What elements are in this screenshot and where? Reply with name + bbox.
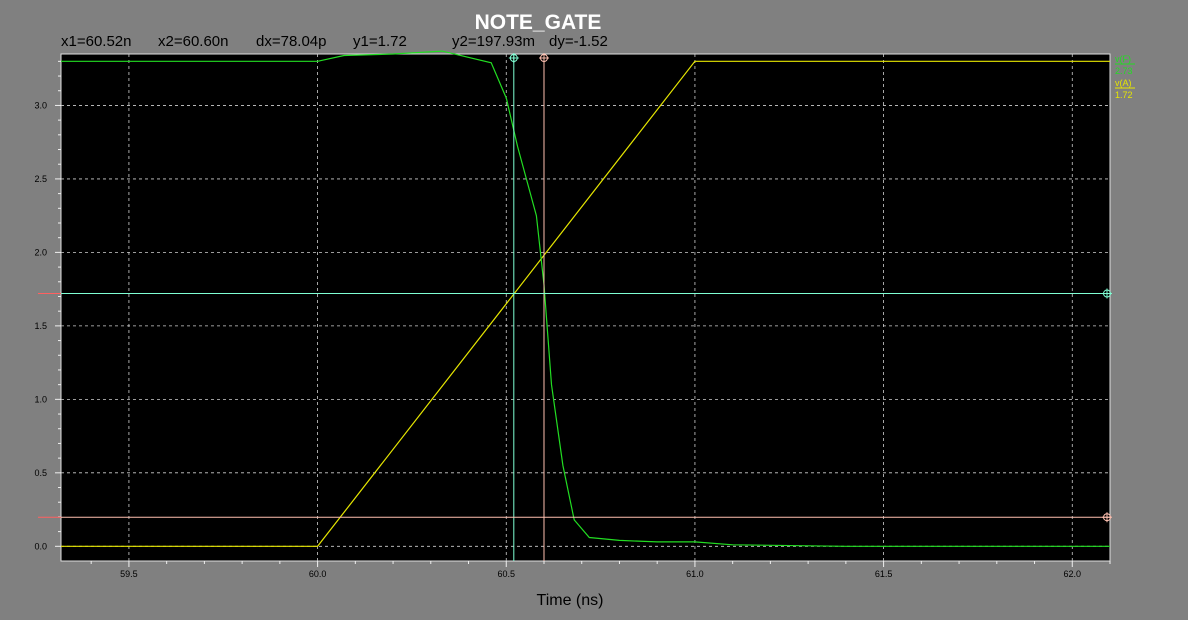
legend-name: v(A): [1115, 78, 1132, 88]
plot-area[interactable]: [60, 53, 1111, 562]
y-tick-label: 0.5: [34, 468, 47, 478]
x-axis-label: Time (ns): [536, 592, 604, 609]
cursor-dy-readout: dy=-1.52: [549, 33, 608, 50]
y-tick-label: 0.0: [34, 541, 47, 551]
cursor-y1-handle: [1102, 288, 1112, 299]
y-tick-label: 1.5: [34, 321, 47, 331]
cursor-dx-readout: dx=78.04p: [256, 33, 327, 50]
cursor-x2-readout: x2=60.60n: [158, 33, 229, 50]
x-tick-label: 61.5: [875, 569, 893, 579]
x-tick-label: 59.5: [120, 569, 138, 579]
series-line-va: [61, 60, 1110, 547]
x-tick-label: 61.0: [686, 569, 704, 579]
x-tick-label: 60.0: [309, 569, 327, 579]
legend-value: 1.72: [1115, 90, 1133, 100]
chart-title: NOTE_GATE: [474, 11, 602, 34]
legend: v(F) 2.73 v(A) 1.72: [1115, 54, 1135, 100]
series-line-vf: [61, 50, 1110, 547]
y-tick-label: 2.5: [34, 174, 47, 184]
x-tick-label: 60.5: [497, 569, 515, 579]
legend-value: 2.73: [1115, 66, 1133, 76]
series-layer: [61, 50, 1110, 547]
legend-name: v(F): [1115, 54, 1131, 64]
cursor-x1-handle: [508, 53, 519, 63]
y-tick-label: 3.0: [34, 100, 47, 110]
cursor-y2-readout: y2=197.93m: [452, 33, 535, 50]
cursor-x2-handle: [538, 53, 549, 63]
cursor-x1-readout: x1=60.52n: [61, 33, 132, 50]
y-tick-label: 2.0: [34, 247, 47, 257]
cursor-layer[interactable]: [38, 53, 1112, 561]
axes: 59.5 60.0 60.5 61.0 61.5 62.0 0.0 0.5 1.0 1.5 2.0 2…: [34, 60, 1111, 579]
y-tick-label: 1.0: [34, 394, 47, 404]
cursor-y1-readout: y1=1.72: [353, 33, 407, 50]
x-tick-label: 62.0: [1064, 569, 1082, 579]
grid: [61, 54, 1110, 561]
cursor-y2-handle: [1102, 512, 1112, 523]
